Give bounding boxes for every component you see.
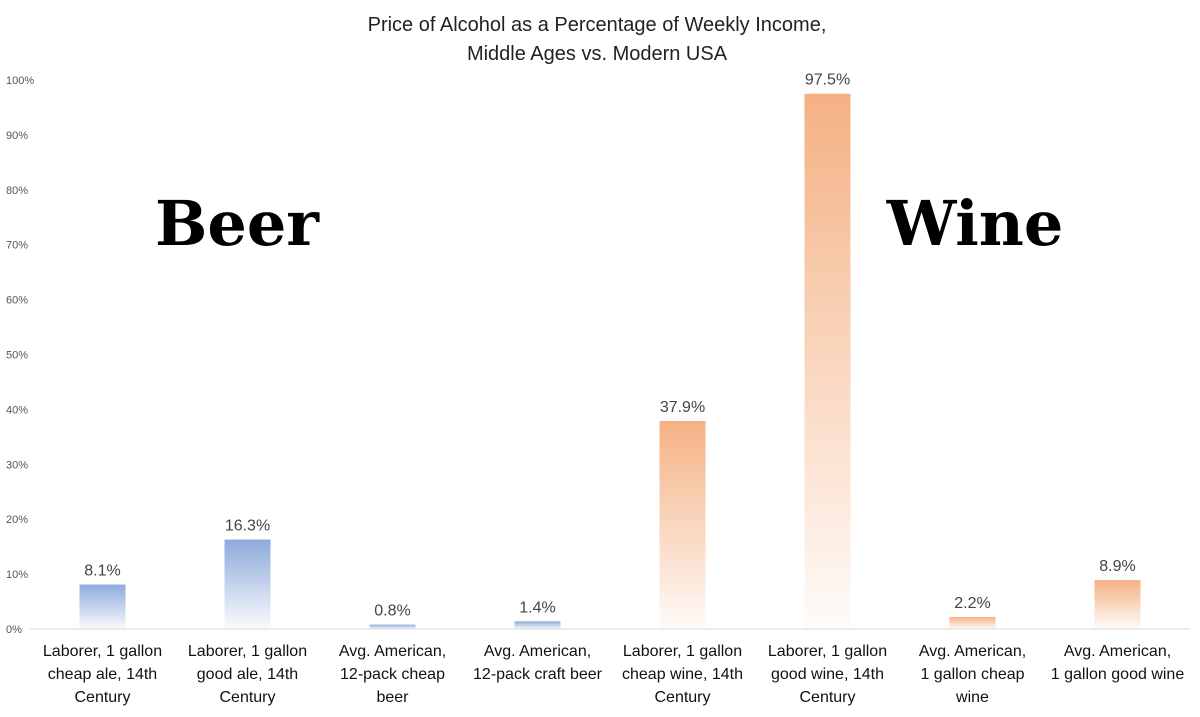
annotation-wine: Wine: [886, 187, 1064, 260]
bar-wine: [659, 420, 706, 629]
x-category-label: Avg. American, 1 gallon cheap wine: [919, 643, 1026, 706]
y-tick-label: 0%: [6, 624, 22, 636]
x-category-label: Avg. American, 12-pack cheap beer: [339, 643, 446, 706]
bar-beer: [369, 624, 416, 629]
y-tick-label: 80%: [6, 185, 28, 197]
bar-wine: [804, 93, 851, 630]
bar-value-label: 97.5%: [805, 72, 850, 89]
bars: [79, 93, 1141, 630]
bar-value-label: 8.1%: [84, 563, 120, 580]
x-category-label: Laborer, 1 gallon cheap ale, 14th Century: [43, 643, 162, 706]
y-tick-label: 40%: [6, 404, 28, 416]
y-tick-label: 20%: [6, 514, 28, 526]
y-tick-label: 30%: [6, 459, 28, 471]
bar-value-label: 8.9%: [1099, 558, 1135, 575]
chart-title-line-2: Middle Ages vs. Modern USA: [467, 43, 728, 65]
y-tick-label: 100%: [6, 75, 34, 87]
bar-wine: [1094, 580, 1141, 629]
x-category-label: Laborer, 1 gallon cheap wine, 14th Century: [622, 643, 743, 706]
bar-value-label: 0.8%: [374, 603, 410, 620]
bar-wine: [949, 616, 996, 629]
bar-beer: [514, 621, 561, 629]
y-tick-label: 10%: [6, 569, 28, 581]
bar-value-label: 16.3%: [225, 518, 270, 535]
bar-beer: [224, 539, 271, 629]
y-tick-label: 70%: [6, 240, 28, 252]
x-category-label: Avg. American, 12-pack craft beer: [473, 643, 603, 683]
value-labels: 8.1% 16.3% 0.8% 1.4% 37.9% 97.5% 2.2% 8.9%: [84, 72, 1135, 620]
x-category-label: Laborer, 1 gallon good wine, 14th Century: [768, 643, 887, 706]
bar-value-label: 1.4%: [519, 599, 555, 616]
y-axis: 0% 10% 20% 30% 40% 50% 60% 70% 80% 90% 100%: [6, 75, 34, 636]
x-category-label: Avg. American, 1 gallon good wine: [1051, 643, 1185, 683]
chart-title-line-1: Price of Alcohol as a Percentage of Week…: [368, 14, 827, 36]
y-tick-label: 60%: [6, 295, 28, 307]
bar-value-label: 37.9%: [660, 399, 705, 416]
x-axis-labels: Laborer, 1 gallon cheap ale, 14th Century L…: [43, 643, 1184, 706]
y-tick-label: 50%: [6, 350, 28, 362]
x-category-label: Laborer, 1 gallon good ale, 14th Century: [188, 643, 307, 706]
annotation-beer: Beer: [155, 187, 320, 260]
y-tick-label: 90%: [6, 130, 28, 142]
bar-beer: [79, 584, 126, 629]
annotations: Beer Wine: [155, 187, 1063, 260]
bar-value-label: 2.2%: [954, 595, 990, 612]
